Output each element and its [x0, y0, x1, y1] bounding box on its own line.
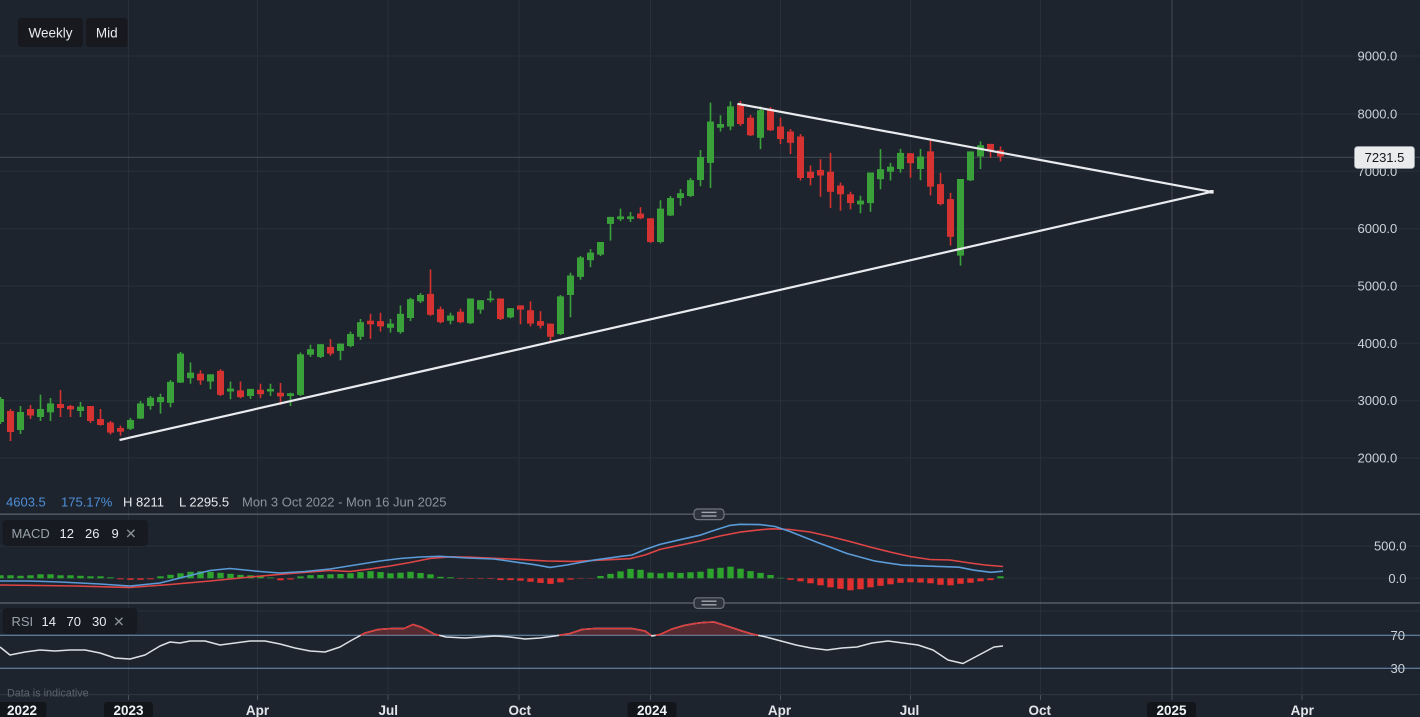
svg-text:500.0: 500.0: [1374, 539, 1407, 554]
svg-text:4603.5: 4603.5: [6, 495, 46, 510]
svg-text:30: 30: [92, 614, 106, 629]
svg-text:Mid: Mid: [96, 26, 118, 41]
svg-text:7231.5: 7231.5: [1365, 150, 1405, 165]
svg-text:H 8211: H 8211: [123, 495, 164, 510]
svg-text:26: 26: [85, 526, 99, 541]
svg-text:2022: 2022: [7, 703, 37, 717]
svg-text:5000.0: 5000.0: [1358, 279, 1398, 294]
svg-text:4000.0: 4000.0: [1358, 336, 1398, 351]
svg-text:Apr: Apr: [768, 703, 792, 717]
svg-text:9000.0: 9000.0: [1358, 49, 1398, 64]
svg-text:14: 14: [42, 614, 56, 629]
svg-text:Jul: Jul: [900, 703, 920, 717]
svg-text:Jul: Jul: [378, 703, 398, 717]
svg-text:2000.0: 2000.0: [1358, 451, 1398, 466]
svg-text:Apr: Apr: [1291, 703, 1315, 717]
svg-text:L 2295.5: L 2295.5: [179, 495, 229, 510]
svg-text:RSI: RSI: [12, 614, 34, 629]
svg-text:MACD: MACD: [12, 526, 50, 541]
svg-text:2024: 2024: [637, 703, 668, 717]
svg-text:12: 12: [60, 526, 74, 541]
svg-text:70: 70: [67, 614, 81, 629]
svg-text:Apr: Apr: [246, 703, 270, 717]
svg-text:9: 9: [112, 526, 119, 541]
svg-text:✕: ✕: [113, 614, 125, 630]
svg-text:6000.0: 6000.0: [1358, 221, 1398, 236]
svg-text:8000.0: 8000.0: [1358, 107, 1398, 122]
svg-text:Mon 3 Oct 2022 - Mon 16 Jun 20: Mon 3 Oct 2022 - Mon 16 Jun 2025: [242, 495, 447, 510]
svg-text:Data is indicative: Data is indicative: [7, 688, 89, 700]
svg-text:Oct: Oct: [1029, 703, 1052, 717]
svg-text:2025: 2025: [1156, 703, 1187, 717]
svg-text:0.0: 0.0: [1388, 571, 1406, 586]
svg-text:Weekly: Weekly: [28, 26, 72, 41]
svg-text:✕: ✕: [125, 526, 137, 542]
svg-text:30: 30: [1391, 661, 1405, 676]
svg-text:175.17%: 175.17%: [61, 495, 113, 510]
svg-text:2023: 2023: [113, 703, 144, 717]
svg-text:70: 70: [1391, 628, 1405, 643]
svg-text:Oct: Oct: [509, 703, 532, 717]
svg-text:3000.0: 3000.0: [1358, 393, 1398, 408]
